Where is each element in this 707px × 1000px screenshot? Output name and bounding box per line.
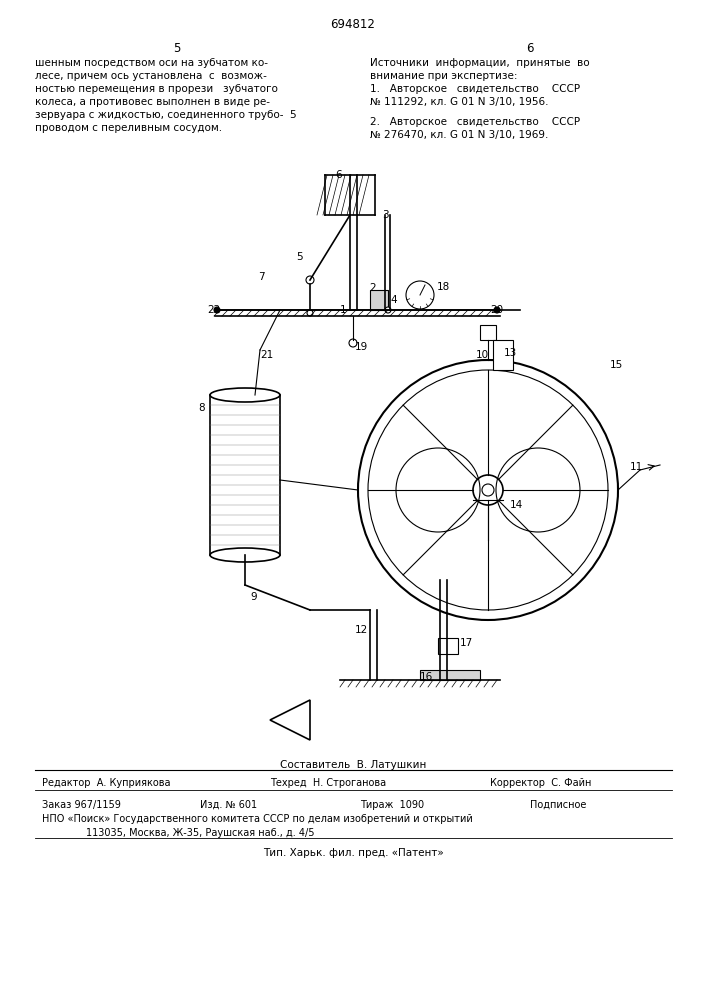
Text: 4: 4 — [390, 295, 397, 305]
Text: Техред  Н. Строганова: Техред Н. Строганова — [270, 778, 386, 788]
Text: № 111292, кл. G 01 N 3/10, 1956.: № 111292, кл. G 01 N 3/10, 1956. — [370, 97, 549, 107]
Text: 3: 3 — [382, 210, 389, 220]
Text: 21: 21 — [260, 350, 273, 360]
Text: Редактор  А. Куприякова: Редактор А. Куприякова — [42, 778, 170, 788]
Text: Заказ 967/1159: Заказ 967/1159 — [42, 800, 121, 810]
Text: ностью перемещения в прорези   зубчатого: ностью перемещения в прорези зубчатого — [35, 84, 278, 94]
Text: 13: 13 — [504, 348, 518, 358]
Text: 15: 15 — [610, 360, 624, 370]
Text: 9: 9 — [250, 592, 257, 602]
Polygon shape — [270, 700, 310, 740]
Text: внимание при экспертизе:: внимание при экспертизе: — [370, 71, 518, 81]
Bar — [438, 638, 458, 654]
Circle shape — [494, 307, 500, 313]
Text: 22: 22 — [207, 305, 221, 315]
Text: 18: 18 — [437, 282, 450, 292]
Text: шенным посредством оси на зубчатом ко-: шенным посредством оси на зубчатом ко- — [35, 58, 268, 68]
Text: Источники  информации,  принятые  во: Источники информации, принятые во — [370, 58, 590, 68]
Text: 1.   Авторское   свидетельство    СССР: 1. Авторское свидетельство СССР — [370, 84, 580, 94]
Text: 5: 5 — [296, 252, 303, 262]
Text: 14: 14 — [510, 500, 523, 510]
Text: проводом с переливным сосудом.: проводом с переливным сосудом. — [35, 123, 222, 133]
Text: 12: 12 — [355, 625, 368, 635]
Text: зервуара с жидкостью, соединенного трубо-  5: зервуара с жидкостью, соединенного трубо… — [35, 110, 297, 120]
Circle shape — [385, 307, 391, 313]
Text: колеса, а противовес выполнен в виде ре-: колеса, а противовес выполнен в виде ре- — [35, 97, 270, 107]
Text: 5: 5 — [173, 42, 181, 55]
Text: 11: 11 — [630, 462, 643, 472]
Text: Составитель  В. Латушкин: Составитель В. Латушкин — [280, 760, 426, 770]
Circle shape — [307, 310, 313, 316]
Text: 694812: 694812 — [331, 18, 375, 31]
Bar — [210, 395, 280, 555]
Circle shape — [358, 360, 618, 620]
Bar — [370, 290, 388, 310]
Text: 2.   Авторское   свидетельство    СССР: 2. Авторское свидетельство СССР — [370, 117, 580, 127]
Bar — [493, 340, 513, 370]
Ellipse shape — [210, 548, 280, 562]
Text: 7: 7 — [258, 272, 264, 282]
Text: Изд. № 601: Изд. № 601 — [200, 800, 257, 810]
Text: лесе, причем ось установлена  с  возмож-: лесе, причем ось установлена с возмож- — [35, 71, 267, 81]
Text: Тип. Харьк. фил. пред. «Патент»: Тип. Харьк. фил. пред. «Патент» — [262, 848, 443, 858]
Text: 10: 10 — [476, 350, 489, 360]
Text: Корректор  С. Файн: Корректор С. Файн — [490, 778, 591, 788]
Ellipse shape — [210, 388, 280, 402]
Text: № 276470, кл. G 01 N 3/10, 1969.: № 276470, кл. G 01 N 3/10, 1969. — [370, 130, 549, 140]
Text: 19: 19 — [355, 342, 368, 352]
Text: 8: 8 — [198, 403, 204, 413]
Bar — [420, 670, 480, 680]
Circle shape — [482, 484, 494, 496]
Text: 113035, Москва, Ж-35, Раушская наб., д. 4/5: 113035, Москва, Ж-35, Раушская наб., д. … — [86, 828, 314, 838]
Text: Тираж  1090: Тираж 1090 — [360, 800, 424, 810]
Text: 6: 6 — [526, 42, 534, 55]
Text: 16: 16 — [420, 672, 433, 682]
Text: Подписное: Подписное — [530, 800, 586, 810]
Circle shape — [306, 276, 314, 284]
Circle shape — [349, 339, 357, 347]
Circle shape — [214, 307, 220, 313]
Bar — [480, 325, 496, 340]
Circle shape — [406, 281, 434, 309]
Text: 20: 20 — [490, 305, 503, 315]
Text: НПО «Поиск» Государственного комитета СССР по делам изобретений и открытий: НПО «Поиск» Государственного комитета СС… — [42, 814, 473, 824]
Text: 1: 1 — [340, 305, 346, 315]
Text: 2: 2 — [369, 283, 375, 293]
Text: 17: 17 — [460, 638, 473, 648]
Text: 6: 6 — [335, 170, 341, 180]
Circle shape — [473, 475, 503, 505]
